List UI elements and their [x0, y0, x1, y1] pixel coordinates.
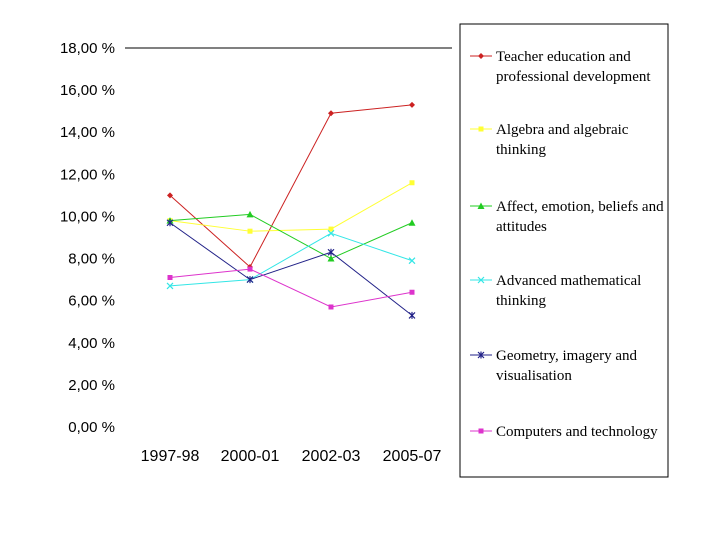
legend-item: Teacher education and professional develo…	[470, 49, 651, 85]
series-3	[166, 210, 416, 262]
series-1	[167, 101, 415, 270]
data-point-marker	[477, 351, 485, 359]
legend-label: thinking	[496, 293, 547, 309]
y-tick-label: 18,00 %	[60, 40, 115, 57]
x-tick-label: 2000-01	[221, 448, 280, 465]
data-point-marker	[327, 255, 335, 262]
legend-label: Affect, emotion, beliefs and	[496, 199, 664, 215]
legend-label: attitudes	[496, 219, 547, 235]
x-tick-label: 2005-07	[383, 448, 442, 465]
legend-label: visualisation	[496, 368, 572, 384]
data-point-marker	[246, 210, 254, 218]
legend-item: Computers and technology	[470, 424, 658, 440]
y-tick-label: 0,00 %	[68, 419, 115, 436]
legend-label: thinking	[496, 142, 547, 158]
y-tick-label: 8,00 %	[68, 251, 115, 268]
data-point-marker	[328, 226, 334, 232]
legend-label: Geometry, imagery and	[496, 348, 638, 364]
legend-label: professional development	[496, 69, 651, 85]
series-line	[169, 222, 413, 316]
data-point-marker	[167, 192, 173, 199]
legend-item: Affect, emotion, beliefs and attitudes	[470, 199, 664, 235]
series-4	[166, 229, 416, 290]
y-tick-label: 16,00 %	[60, 82, 115, 99]
legend-item: Algebra and algebraic thinking	[470, 122, 629, 158]
y-tick-label: 4,00 %	[68, 335, 115, 352]
series-line	[169, 182, 413, 232]
data-point-marker	[328, 304, 334, 310]
data-point-marker	[247, 266, 253, 272]
series-line	[169, 232, 413, 287]
data-point-marker	[328, 110, 334, 117]
y-tick-label: 2,00 %	[68, 377, 115, 394]
data-point-marker	[246, 276, 254, 284]
data-point-marker	[409, 180, 415, 186]
data-point-marker	[166, 282, 174, 290]
x-tick-label: 2002-03	[302, 448, 361, 465]
data-point-marker	[478, 428, 484, 434]
data-point-marker	[477, 276, 485, 284]
y-axis-tick-labels: 0,00 % 2,00 % 4,00 % 6,00 % 8,00 % 10,00 % 12,…	[60, 40, 115, 436]
series-line	[169, 104, 413, 268]
series-layer	[166, 101, 416, 319]
legend-item: Advanced mathematical thinking	[470, 273, 641, 309]
legend-label: Algebra and algebraic	[496, 122, 629, 138]
data-point-marker	[408, 257, 416, 265]
data-point-marker	[409, 101, 415, 108]
data-point-marker	[167, 275, 173, 281]
y-tick-label: 14,00 %	[60, 124, 115, 141]
data-point-marker	[477, 202, 485, 209]
x-axis-tick-labels: 1997-98 2000-01 2002-03 2005-07	[141, 448, 442, 465]
data-point-marker	[327, 248, 335, 256]
series-6	[167, 266, 415, 310]
legend-label: Computers and technology	[496, 424, 658, 440]
series-line	[169, 268, 413, 308]
data-point-marker	[409, 289, 415, 295]
legend-box	[459, 23, 669, 478]
data-point-marker	[408, 219, 416, 226]
y-tick-label: 12,00 %	[60, 166, 115, 183]
y-tick-label: 6,00 %	[68, 293, 115, 310]
legend-label: Advanced mathematical	[496, 273, 641, 289]
y-tick-label: 10,00 %	[60, 208, 115, 225]
legend-label: Teacher education and	[496, 49, 631, 65]
legend-item: Geometry, imagery and visualisation	[470, 348, 638, 384]
series-5	[166, 219, 416, 319]
data-point-marker	[247, 228, 253, 234]
data-point-marker	[478, 53, 484, 59]
data-point-marker	[327, 229, 335, 237]
data-point-marker	[408, 311, 416, 319]
x-tick-label: 1997-98	[141, 448, 200, 465]
data-point-marker	[478, 126, 484, 132]
data-point-marker	[166, 219, 174, 227]
legend: Teacher education and professional develo…	[470, 49, 664, 440]
series-line	[169, 213, 413, 260]
